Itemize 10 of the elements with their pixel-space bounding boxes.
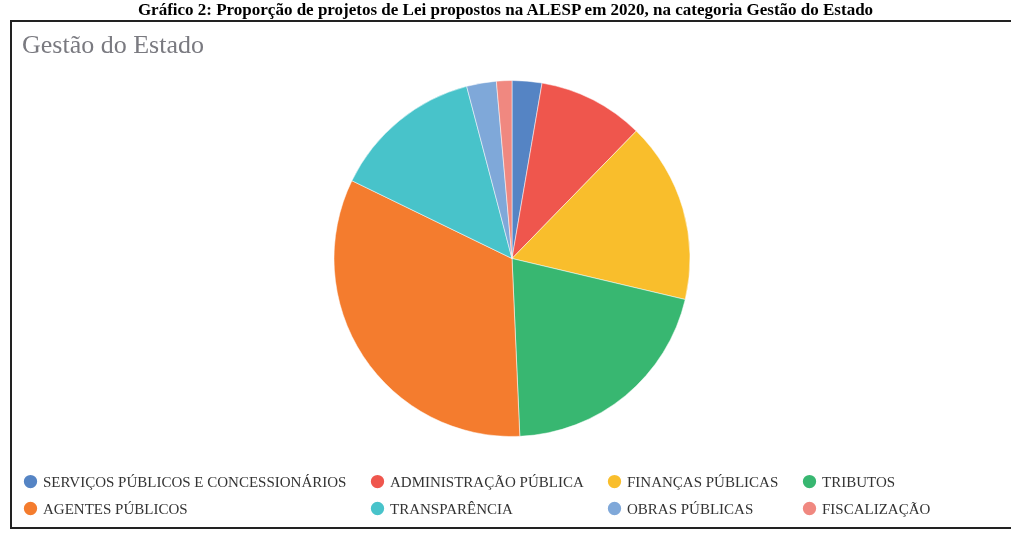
legend-label: TRANSPARÊNCIA <box>390 500 513 517</box>
text: Gráfico 2: Proporção de projetos de Lei propostos na ALESP em 2020, na categoria Gestão do Estado <box>136 0 875 20</box>
legend-label: SERVIÇOS PÚBLICOS E CONCESSIONÁRIOS <box>43 473 347 490</box>
legend-label: TRIBUTOS <box>822 473 896 490</box>
legend-label: ADMINISTRAÇÃO PÚBLICA <box>390 473 584 490</box>
chart-title: Gestão do Estado <box>22 30 204 59</box>
legend-label: AGENTES PÚBLICOS <box>43 500 188 517</box>
legend-label: OBRAS PÚBLICAS <box>627 500 754 517</box>
legend-label: FISCALIZAÇÃO <box>822 500 931 517</box>
legend-label: FINANÇAS PÚBLICAS <box>627 473 779 490</box>
